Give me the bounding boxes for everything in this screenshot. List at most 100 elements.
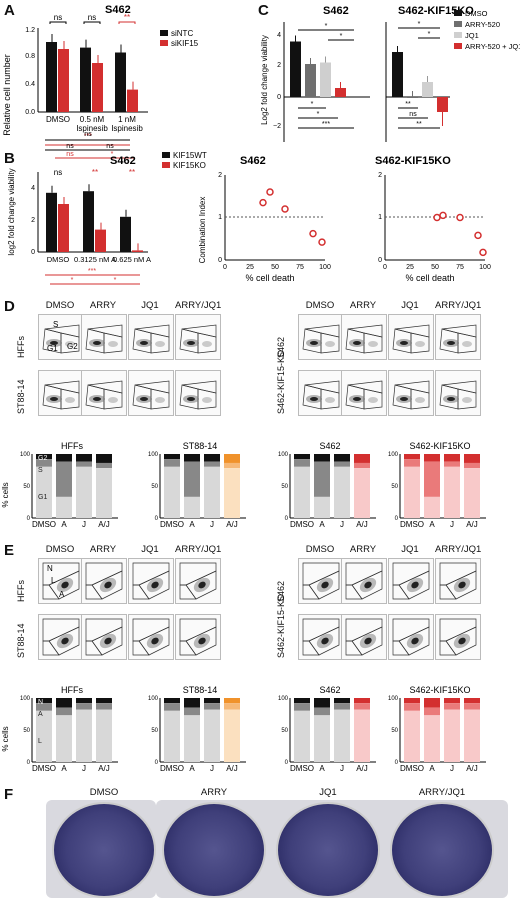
well-image	[162, 802, 266, 898]
stacked-bar-segment	[224, 709, 240, 762]
stacked-xtick: DMSO	[160, 764, 184, 773]
stacked-bar-segment	[354, 703, 370, 710]
svg-text:100: 100	[479, 264, 491, 271]
well-image	[276, 802, 380, 898]
stacked-bar-segment	[204, 454, 220, 462]
svg-text:*: *	[71, 277, 74, 284]
flow-plot	[175, 558, 221, 604]
stacked-bar-segment	[404, 459, 420, 467]
panel-c-legend-3: JQ1	[465, 31, 479, 40]
stacked-bar-segment	[444, 698, 460, 704]
ci-point	[456, 213, 464, 222]
panel-c-bar	[422, 82, 433, 97]
panel-c-legend-2: ARRY-520	[465, 20, 500, 29]
stacked-bar-segment	[184, 496, 200, 518]
stacked-xtick: A/J	[98, 520, 110, 529]
stacked-xtick: J	[82, 764, 86, 773]
svg-text:50: 50	[23, 728, 30, 734]
svg-text:4: 4	[31, 185, 35, 192]
flow-plot	[38, 614, 84, 660]
stacked-bar-segment	[76, 703, 92, 710]
stacked-bar-segment	[76, 466, 92, 518]
stacked-xtick: J	[82, 520, 86, 529]
stacked-bar-segment	[224, 703, 240, 710]
stacked-bar-segment	[404, 698, 420, 704]
svg-text:0: 0	[277, 94, 281, 101]
panel-b-bar	[46, 192, 57, 252]
stacked-bar-segment	[334, 461, 350, 467]
panel-c-letter: C	[258, 2, 269, 19]
flow-plot	[175, 314, 221, 360]
flow-plot	[175, 614, 221, 660]
stacked-bar-segment	[184, 454, 200, 462]
panel-a-letter: A	[4, 2, 15, 19]
panel-a-bar	[46, 42, 57, 112]
svg-text:0.8: 0.8	[25, 53, 35, 60]
stacked-xtick: A/J	[466, 520, 478, 529]
stacked-bar-segment	[334, 454, 350, 462]
panel-c-ylabel: Log2 fold change viability	[260, 35, 269, 125]
stacked-bar-segment	[314, 496, 330, 518]
stacked-bar-segment	[36, 698, 52, 704]
stacked-bar-segment	[96, 462, 112, 469]
ci-ylabel: Combination Index	[198, 197, 207, 264]
panel-a-legend-1: siNTC	[171, 29, 193, 38]
stacked-bar-segment	[354, 698, 370, 704]
svg-text:ns: ns	[66, 151, 74, 158]
stacked-bar-segment	[444, 466, 460, 518]
stacked-bar-segment	[204, 703, 220, 710]
stacked-bar-segment	[424, 496, 440, 518]
svg-text:50: 50	[281, 484, 288, 490]
ci-point	[474, 231, 482, 240]
panel-b-ylabel: log2 fold change viability	[7, 168, 16, 255]
stacked-bar-segment	[354, 454, 370, 463]
stacked-bar-segment	[334, 709, 350, 762]
flow-column-label: DMSO	[45, 300, 75, 311]
stacked-bar-segment	[36, 459, 52, 467]
svg-text:50: 50	[271, 264, 279, 271]
svg-text:100: 100	[278, 696, 289, 702]
svg-text:50: 50	[281, 728, 288, 734]
well-label: JQ1	[319, 787, 337, 798]
svg-text:ns: ns	[106, 143, 114, 150]
panel-b-bar	[83, 191, 94, 252]
svg-text:0: 0	[155, 760, 159, 766]
flow-plot	[341, 558, 387, 604]
flow-plot	[298, 314, 344, 360]
panel-c-bar	[335, 88, 346, 97]
stacked-bar-segment	[314, 707, 330, 716]
panel-b-sig-2: **	[92, 168, 98, 177]
flow-column-label: ARRY/JQ1	[175, 300, 222, 311]
svg-text:***: ***	[84, 133, 92, 140]
svg-text:2: 2	[378, 172, 382, 179]
stacked-bar-segment	[224, 462, 240, 469]
stacked-xtick: A	[189, 520, 195, 529]
ci-right-xlabel: % cell death	[405, 273, 454, 283]
panel-b-letter: B	[4, 150, 15, 167]
svg-text:−2: −2	[273, 123, 281, 130]
ci-point	[281, 205, 289, 213]
svg-text:1: 1	[218, 214, 222, 221]
phase-label: N	[38, 699, 43, 706]
svg-text:50: 50	[151, 484, 158, 490]
stacked-xtick: DMSO	[160, 520, 184, 529]
stacked-bar-segment	[314, 698, 330, 708]
panel-d-letter: D	[4, 298, 15, 315]
stacked-xtick: A/J	[226, 520, 238, 529]
panel-c-bar	[407, 97, 418, 98]
stacked-xtick: A	[61, 764, 67, 773]
phase-label: G1	[38, 494, 47, 501]
flow-plot	[298, 370, 344, 416]
well-label: ARRY/JQ1	[418, 787, 466, 798]
ci-point	[479, 248, 487, 257]
svg-text:0.4: 0.4	[25, 81, 35, 88]
flow-plot	[128, 614, 174, 660]
panel-a-bar	[58, 49, 69, 112]
flow-plot	[435, 558, 481, 604]
stacked-bar-segment	[96, 468, 112, 518]
stacked-bar-segment	[424, 454, 440, 462]
panel-a-bar	[127, 89, 138, 112]
stacked-xtick: A/J	[466, 764, 478, 773]
flow-plot	[298, 558, 344, 604]
flow-row-label: ST88-14	[16, 623, 26, 658]
